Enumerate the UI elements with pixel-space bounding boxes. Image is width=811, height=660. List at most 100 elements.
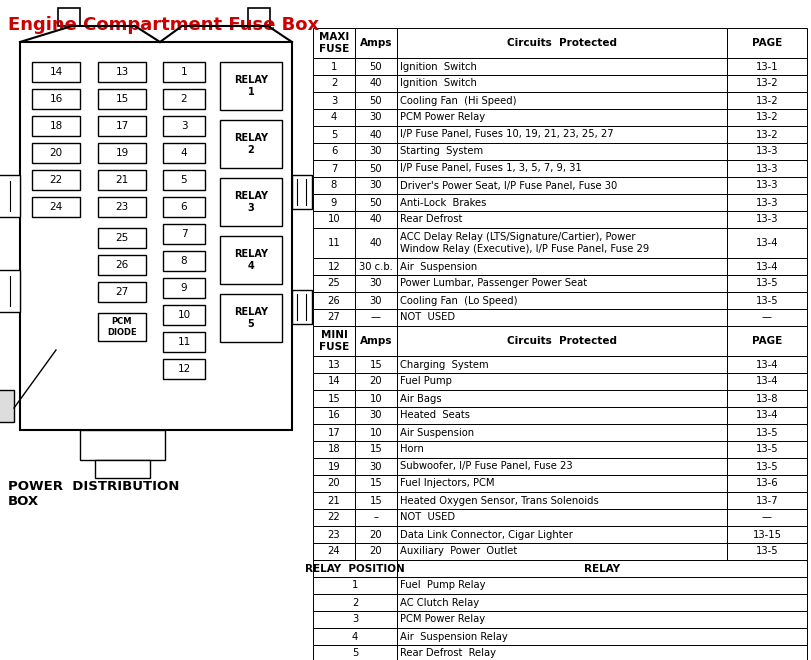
- Bar: [163, 305, 204, 325]
- Text: PCM
DIODE: PCM DIODE: [107, 317, 136, 337]
- Text: 20: 20: [369, 376, 382, 387]
- Bar: [312, 309, 354, 326]
- Text: 2: 2: [330, 79, 337, 88]
- Text: 23: 23: [115, 202, 128, 212]
- Text: RELAY: RELAY: [583, 564, 620, 574]
- Text: 30: 30: [369, 147, 382, 156]
- Bar: [354, 475, 397, 492]
- Bar: [312, 292, 354, 309]
- Bar: [312, 326, 354, 356]
- Bar: [32, 116, 80, 136]
- Bar: [312, 258, 354, 275]
- Bar: [312, 109, 354, 126]
- Text: 17: 17: [115, 121, 128, 131]
- Bar: [247, 8, 270, 26]
- Bar: [163, 116, 204, 136]
- Text: 25: 25: [115, 233, 128, 243]
- Bar: [354, 194, 397, 211]
- Bar: [726, 373, 806, 390]
- Text: Fuel Injectors, PCM: Fuel Injectors, PCM: [400, 478, 494, 488]
- Bar: [397, 126, 726, 143]
- Bar: [312, 211, 354, 228]
- Bar: [397, 373, 726, 390]
- Text: 50: 50: [369, 61, 382, 71]
- Bar: [98, 282, 146, 302]
- Text: —: —: [761, 312, 771, 323]
- Bar: [397, 526, 726, 543]
- Text: 15: 15: [369, 444, 382, 455]
- Text: 13-3: 13-3: [755, 164, 777, 174]
- Text: 15: 15: [369, 360, 382, 370]
- Bar: [312, 228, 354, 258]
- Text: 13-2: 13-2: [755, 96, 778, 106]
- Bar: [98, 116, 146, 136]
- Text: 40: 40: [369, 79, 382, 88]
- Text: 30: 30: [369, 112, 382, 123]
- Bar: [354, 211, 397, 228]
- Bar: [397, 177, 726, 194]
- Text: 6: 6: [330, 147, 337, 156]
- Bar: [354, 373, 397, 390]
- Text: 40: 40: [369, 238, 382, 248]
- Text: Cooling Fan  (Lo Speed): Cooling Fan (Lo Speed): [400, 296, 517, 306]
- Text: 13: 13: [328, 360, 340, 370]
- Text: Anti-Lock  Brakes: Anti-Lock Brakes: [400, 197, 486, 207]
- Bar: [98, 62, 146, 82]
- Bar: [726, 109, 806, 126]
- Text: 13-3: 13-3: [755, 197, 777, 207]
- Text: MINI
FUSE: MINI FUSE: [319, 330, 349, 352]
- Text: 22: 22: [327, 513, 340, 523]
- Text: 30: 30: [369, 279, 382, 288]
- Text: 21: 21: [115, 175, 128, 185]
- Text: 1: 1: [181, 67, 187, 77]
- Text: 24: 24: [328, 546, 340, 556]
- Bar: [397, 458, 726, 475]
- Text: 5: 5: [330, 129, 337, 139]
- Bar: [397, 407, 726, 424]
- Bar: [354, 292, 397, 309]
- Text: RELAY
2: RELAY 2: [234, 133, 268, 155]
- Text: Circuits  Protected: Circuits Protected: [506, 336, 616, 346]
- Text: 7: 7: [330, 164, 337, 174]
- Text: Fuel Pump: Fuel Pump: [400, 376, 451, 387]
- Bar: [0, 390, 14, 422]
- Text: Data Link Connector, Cigar Lighter: Data Link Connector, Cigar Lighter: [400, 529, 573, 539]
- Bar: [726, 492, 806, 509]
- Text: Air  Suspension Relay: Air Suspension Relay: [400, 632, 507, 642]
- Bar: [20, 42, 292, 430]
- Bar: [312, 373, 354, 390]
- Text: 8: 8: [181, 256, 187, 266]
- Text: 4: 4: [181, 148, 187, 158]
- Bar: [726, 275, 806, 292]
- Text: Air Bags: Air Bags: [400, 393, 441, 403]
- Text: 13-5: 13-5: [755, 428, 778, 438]
- Bar: [312, 475, 354, 492]
- Bar: [354, 424, 397, 441]
- Bar: [397, 645, 806, 660]
- Text: 5: 5: [351, 649, 358, 659]
- Bar: [397, 275, 726, 292]
- Text: Ignition  Switch: Ignition Switch: [400, 61, 476, 71]
- Text: Heated Oxygen Sensor, Trans Solenoids: Heated Oxygen Sensor, Trans Solenoids: [400, 496, 598, 506]
- Bar: [312, 526, 354, 543]
- Text: Air Suspension: Air Suspension: [400, 428, 474, 438]
- Text: 9: 9: [330, 197, 337, 207]
- Bar: [726, 441, 806, 458]
- Text: 2: 2: [351, 597, 358, 607]
- Text: 26: 26: [327, 296, 340, 306]
- Text: I/P Fuse Panel, Fuses 1, 3, 5, 7, 9, 31: I/P Fuse Panel, Fuses 1, 3, 5, 7, 9, 31: [400, 164, 581, 174]
- Bar: [163, 170, 204, 190]
- Text: 22: 22: [49, 175, 62, 185]
- Bar: [312, 177, 354, 194]
- Bar: [397, 594, 806, 611]
- Text: 20: 20: [328, 478, 340, 488]
- Bar: [312, 594, 397, 611]
- Text: Amps: Amps: [359, 336, 392, 346]
- Text: Amps: Amps: [359, 38, 392, 48]
- Bar: [726, 458, 806, 475]
- Text: Subwoofer, I/P Fuse Panel, Fuse 23: Subwoofer, I/P Fuse Panel, Fuse 23: [400, 461, 572, 471]
- Text: 3: 3: [330, 96, 337, 106]
- Bar: [397, 109, 726, 126]
- Text: 13-8: 13-8: [755, 393, 777, 403]
- Text: Horn: Horn: [400, 444, 423, 455]
